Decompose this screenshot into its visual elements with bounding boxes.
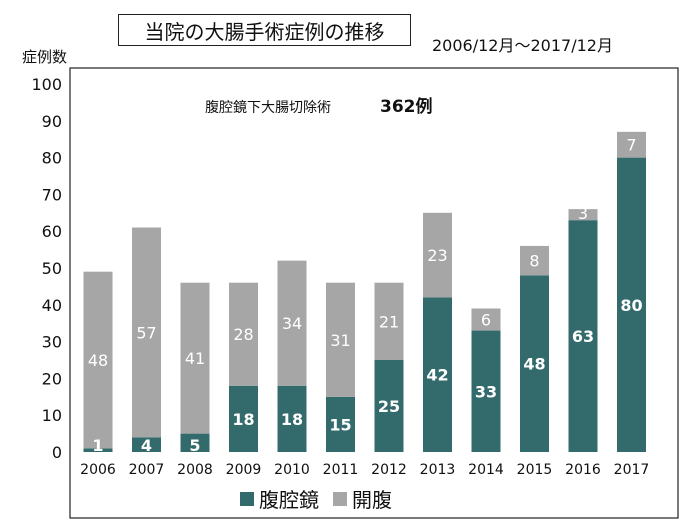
data-label-laparoscopic: 1 (92, 436, 103, 455)
bar-laparoscopic (374, 360, 404, 452)
x-tick-label: 2011 (323, 462, 359, 478)
data-label-open: 34 (282, 314, 302, 333)
x-tick-label: 2008 (177, 462, 213, 478)
bar-open (180, 282, 210, 434)
x-tick-label: 2015 (517, 462, 553, 478)
legend-label-open: 開腹 (352, 488, 392, 512)
legend: 腹腔鏡 開腹 (240, 484, 392, 513)
y-tick-label: 70 (42, 185, 62, 204)
bars-group: 1 48 4 57 5 41 18 28 18 34 15 31 25 21 42 23 33 6 48 8 63 3 80… (83, 131, 646, 455)
bar-laparoscopic (229, 385, 258, 452)
x-axis-ticks: 2006 2007 2008 2009 2010 2011 2012 2013 2014 2015… (80, 462, 649, 478)
legend-swatch-open (333, 491, 347, 506)
bar-laparoscopic (520, 275, 549, 452)
data-label-open: 7 (626, 136, 636, 155)
data-label-laparoscopic: 80 (620, 296, 642, 315)
x-tick-label: 2009 (226, 462, 262, 478)
data-label-laparoscopic: 18 (281, 410, 303, 429)
x-tick-label: 2017 (614, 462, 650, 478)
data-label-open: 57 (136, 323, 156, 342)
y-tick-label: 100 (31, 75, 62, 94)
bar-laparoscopic (326, 396, 355, 452)
x-tick-label: 2014 (468, 462, 504, 478)
y-tick-label: 20 (42, 369, 62, 388)
legend-label-laparoscopic: 腹腔鏡 (259, 488, 319, 512)
data-label-laparoscopic: 5 (189, 436, 200, 455)
bar-laparoscopic (132, 437, 161, 452)
y-tick-label: 60 (42, 222, 62, 241)
data-label-laparoscopic: 63 (572, 327, 594, 346)
bar-open (83, 271, 113, 449)
y-tick-label: 50 (42, 259, 62, 278)
period-label: 2006/12月〜2017/12月 (432, 36, 613, 55)
bar-laparoscopic (423, 297, 452, 452)
bar-open (374, 282, 404, 360)
y-axis-label: 症例数 (22, 48, 68, 66)
data-label-open: 6 (481, 311, 491, 330)
data-label-open: 28 (233, 325, 253, 344)
bar-laparoscopic (471, 330, 501, 452)
bar-laparoscopic (83, 448, 113, 452)
bar-open (617, 131, 646, 158)
data-label-open: 23 (427, 246, 447, 265)
bar-laparoscopic (180, 433, 210, 452)
x-tick-label: 2012 (371, 462, 407, 478)
data-label-open: 41 (185, 349, 205, 368)
data-label-open: 31 (330, 331, 350, 350)
annotation-text: 腹腔鏡下大腸切除術 (205, 99, 331, 116)
y-tick-label: 80 (42, 149, 62, 168)
x-tick-label: 2013 (420, 462, 456, 478)
x-tick-label: 2007 (129, 462, 165, 478)
data-label-laparoscopic: 33 (475, 382, 497, 401)
y-tick-label: 90 (42, 112, 62, 131)
data-label-laparoscopic: 48 (523, 355, 545, 374)
data-label-laparoscopic: 15 (329, 415, 351, 434)
y-tick-label: 10 (42, 406, 62, 425)
bar-open (520, 245, 549, 276)
bar-open (471, 308, 501, 331)
bar-open (568, 209, 598, 221)
data-label-laparoscopic: 18 (232, 410, 254, 429)
data-label-laparoscopic: 25 (378, 397, 400, 416)
legend-swatch-laparoscopic (240, 491, 254, 506)
data-label-open: 48 (88, 351, 108, 370)
annotation-value: 362例 (380, 96, 433, 117)
bar-laparoscopic (617, 157, 646, 452)
bar-open (423, 212, 452, 298)
data-label-open: 8 (529, 252, 539, 271)
bar-laparoscopic (277, 385, 307, 452)
bar-laparoscopic (568, 220, 598, 452)
y-axis-ticks: 0 10 20 30 40 50 60 70 80 90 100 (31, 75, 62, 462)
legend-item-open: 開腹 (333, 484, 392, 513)
plot-frame (69, 67, 679, 519)
bar-open (229, 282, 258, 386)
x-tick-label: 2010 (274, 462, 310, 478)
bar-open (277, 260, 307, 386)
data-label-laparoscopic: 4 (141, 436, 152, 455)
x-tick-label: 2006 (80, 462, 116, 478)
legend-item-laparoscopic: 腹腔鏡 (240, 484, 319, 513)
data-label-open: 3 (578, 204, 588, 223)
y-tick-label: 40 (42, 296, 62, 315)
y-tick-label: 0 (52, 443, 62, 462)
data-label-laparoscopic: 42 (426, 366, 448, 385)
chart-title: 当院の大腸手術症例の推移 (118, 14, 411, 46)
bar-open (326, 282, 355, 397)
bar-open (132, 227, 161, 438)
data-label-open: 21 (379, 312, 399, 331)
x-tick-label: 2016 (565, 462, 601, 478)
y-tick-label: 30 (42, 333, 62, 352)
